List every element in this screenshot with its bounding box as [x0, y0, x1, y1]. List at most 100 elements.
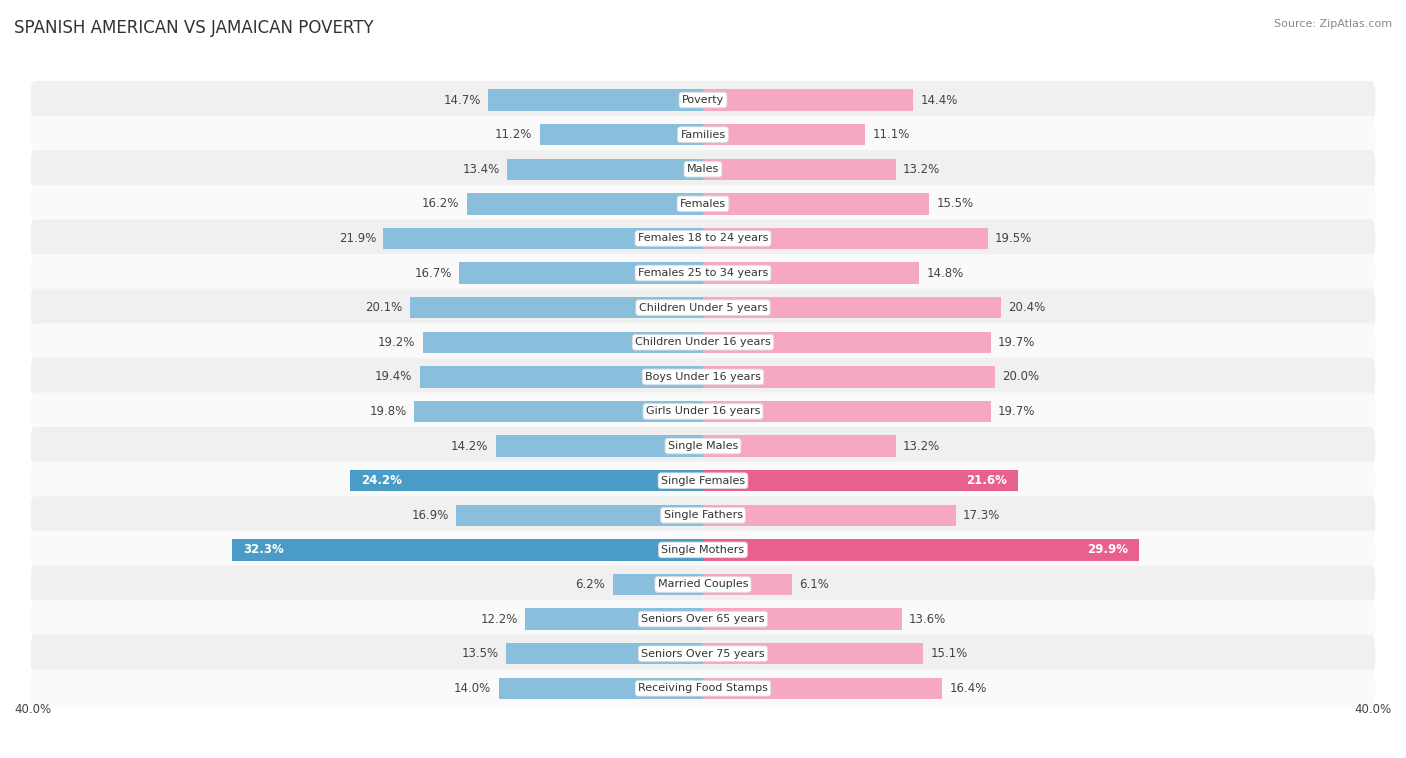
Bar [420, 366, 703, 387]
Bar [613, 574, 703, 595]
Bar [703, 401, 991, 422]
Text: SPANISH AMERICAN VS JAMAICAN POVERTY: SPANISH AMERICAN VS JAMAICAN POVERTY [14, 19, 374, 37]
Text: 13.6%: 13.6% [908, 612, 946, 625]
Text: 6.2%: 6.2% [575, 578, 605, 591]
FancyBboxPatch shape [31, 219, 1375, 258]
Text: 32.3%: 32.3% [243, 543, 284, 556]
Text: 19.5%: 19.5% [995, 232, 1032, 245]
Text: Receiving Food Stamps: Receiving Food Stamps [638, 683, 768, 694]
Bar [703, 227, 987, 249]
Bar [703, 297, 1001, 318]
Text: Source: ZipAtlas.com: Source: ZipAtlas.com [1274, 19, 1392, 29]
Text: 11.2%: 11.2% [495, 128, 533, 141]
Bar [413, 401, 703, 422]
Text: 20.4%: 20.4% [1008, 301, 1045, 314]
FancyBboxPatch shape [31, 81, 1375, 119]
Text: 19.8%: 19.8% [370, 405, 406, 418]
Text: 15.1%: 15.1% [931, 647, 967, 660]
Text: 16.4%: 16.4% [949, 681, 987, 695]
FancyBboxPatch shape [31, 150, 1375, 188]
Bar [703, 643, 924, 665]
FancyBboxPatch shape [31, 531, 1375, 569]
Bar [409, 297, 703, 318]
Bar [703, 574, 792, 595]
Text: Single Fathers: Single Fathers [664, 510, 742, 520]
Text: 14.2%: 14.2% [451, 440, 488, 453]
Text: Children Under 5 years: Children Under 5 years [638, 302, 768, 312]
Text: 21.9%: 21.9% [339, 232, 375, 245]
Text: 13.2%: 13.2% [903, 440, 941, 453]
Text: Single Males: Single Males [668, 441, 738, 451]
Text: 14.4%: 14.4% [921, 93, 957, 107]
Text: Single Mothers: Single Mothers [661, 545, 745, 555]
Text: Females 18 to 24 years: Females 18 to 24 years [638, 233, 768, 243]
Text: 19.7%: 19.7% [998, 336, 1035, 349]
Text: 16.9%: 16.9% [412, 509, 449, 522]
Text: Boys Under 16 years: Boys Under 16 years [645, 372, 761, 382]
Bar [703, 366, 995, 387]
Text: Seniors Over 75 years: Seniors Over 75 years [641, 649, 765, 659]
Bar [703, 89, 912, 111]
Bar [499, 678, 703, 699]
Bar [384, 227, 703, 249]
Text: 40.0%: 40.0% [1355, 703, 1392, 716]
Text: Married Couples: Married Couples [658, 579, 748, 590]
FancyBboxPatch shape [31, 393, 1375, 431]
Text: 19.7%: 19.7% [998, 405, 1035, 418]
Bar [488, 89, 703, 111]
FancyBboxPatch shape [31, 289, 1375, 327]
FancyBboxPatch shape [31, 496, 1375, 534]
Text: Males: Males [688, 164, 718, 174]
Text: Girls Under 16 years: Girls Under 16 years [645, 406, 761, 416]
FancyBboxPatch shape [31, 323, 1375, 362]
Text: 13.2%: 13.2% [903, 163, 941, 176]
Text: 16.7%: 16.7% [415, 267, 451, 280]
Text: 14.7%: 14.7% [444, 93, 481, 107]
Bar [703, 678, 942, 699]
Bar [703, 505, 956, 526]
Text: 16.2%: 16.2% [422, 197, 460, 210]
Text: 21.6%: 21.6% [966, 475, 1007, 487]
Text: 14.8%: 14.8% [927, 267, 963, 280]
Bar [457, 505, 703, 526]
Bar [703, 193, 929, 215]
Text: 20.1%: 20.1% [366, 301, 402, 314]
Bar [703, 158, 896, 180]
Text: Poverty: Poverty [682, 95, 724, 105]
Text: Families: Families [681, 130, 725, 139]
Bar [703, 435, 896, 457]
Bar [506, 643, 703, 665]
Text: 29.9%: 29.9% [1087, 543, 1128, 556]
Text: Females 25 to 34 years: Females 25 to 34 years [638, 268, 768, 278]
Text: Females: Females [681, 199, 725, 209]
FancyBboxPatch shape [31, 185, 1375, 223]
FancyBboxPatch shape [31, 565, 1375, 603]
Text: 12.2%: 12.2% [481, 612, 517, 625]
Text: 17.3%: 17.3% [963, 509, 1000, 522]
Bar [232, 539, 703, 561]
FancyBboxPatch shape [31, 116, 1375, 154]
Text: 11.1%: 11.1% [872, 128, 910, 141]
Bar [540, 124, 703, 146]
FancyBboxPatch shape [31, 427, 1375, 465]
Bar [703, 331, 991, 353]
FancyBboxPatch shape [31, 358, 1375, 396]
Bar [467, 193, 703, 215]
Text: Single Females: Single Females [661, 476, 745, 486]
Text: Children Under 16 years: Children Under 16 years [636, 337, 770, 347]
Text: 20.0%: 20.0% [1002, 371, 1039, 384]
Text: 6.1%: 6.1% [800, 578, 830, 591]
Text: 19.2%: 19.2% [378, 336, 415, 349]
FancyBboxPatch shape [31, 462, 1375, 500]
Text: Seniors Over 65 years: Seniors Over 65 years [641, 614, 765, 624]
Text: 40.0%: 40.0% [14, 703, 51, 716]
Text: 13.4%: 13.4% [463, 163, 501, 176]
Text: 19.4%: 19.4% [375, 371, 412, 384]
FancyBboxPatch shape [31, 254, 1375, 292]
Bar [703, 470, 1018, 491]
Text: 14.0%: 14.0% [454, 681, 491, 695]
FancyBboxPatch shape [31, 669, 1375, 707]
Bar [423, 331, 703, 353]
Bar [460, 262, 703, 283]
Bar [524, 609, 703, 630]
